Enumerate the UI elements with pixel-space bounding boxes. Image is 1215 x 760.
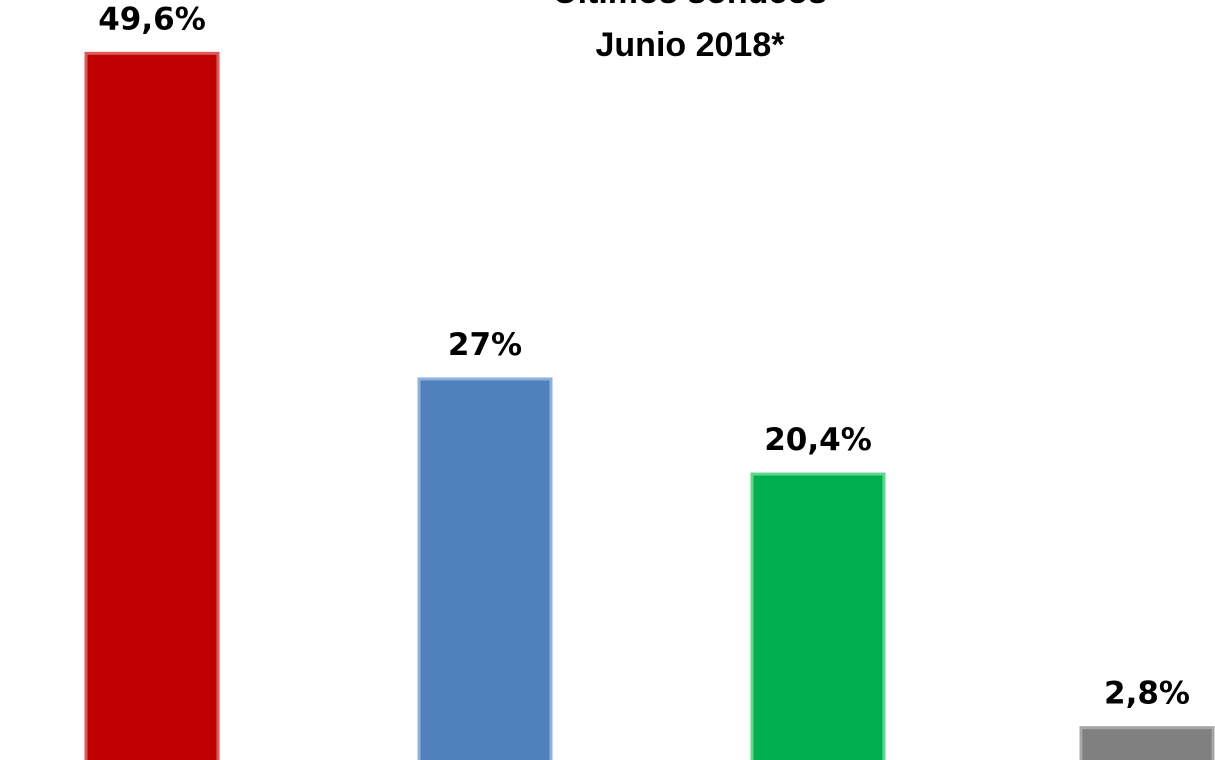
- chart-title-line-2: Junio 2018*: [596, 26, 786, 64]
- value-labels-layer: 49,6% 27% 20,4% 2,8%: [98, 1, 1190, 711]
- bars-layer: [84, 51, 1215, 760]
- bar-2: [417, 377, 553, 760]
- bar-1: [84, 51, 220, 760]
- bar-3: [750, 472, 886, 760]
- value-label-3: 20,4%: [764, 422, 872, 458]
- value-label-1: 49,6%: [98, 1, 206, 37]
- bar-4: [1079, 726, 1215, 760]
- value-label-4: 2,8%: [1104, 676, 1190, 712]
- value-label-2: 27%: [448, 327, 522, 363]
- chart-title-line-1: Últimos sondeos: [553, 0, 827, 11]
